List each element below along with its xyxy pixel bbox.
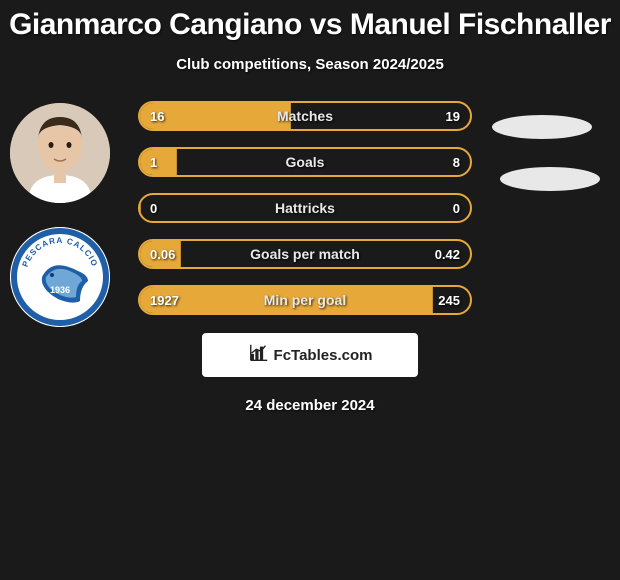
stat-label: Matches <box>140 103 470 129</box>
stat-right-value: 19 <box>446 103 460 129</box>
stat-label: Goals per match <box>140 241 470 267</box>
stat-bars: 16Matches19 1Goals8 0Hattricks0 0.06Goals p… <box>138 101 472 315</box>
stat-label: Hattricks <box>140 195 470 221</box>
branding-text: FcTables.com <box>274 347 373 364</box>
avatars-column: PESCARA CALCIO 1936 <box>10 103 110 351</box>
stat-right-value: 245 <box>438 287 460 313</box>
stat-label: Goals <box>140 149 470 175</box>
player2-club-logo: PESCARA CALCIO 1936 <box>10 227 110 327</box>
comparison-content: PESCARA CALCIO 1936 16Matches191Goals80H… <box>0 101 620 315</box>
stat-row-hattricks: 0Hattricks0 <box>138 193 472 223</box>
stat-right-value: 0.42 <box>435 241 460 267</box>
stat-row-goals-per-match: 0.06Goals per match0.42 <box>138 239 472 269</box>
stat-row-goals: 1Goals8 <box>138 147 472 177</box>
page-title: Gianmarco Cangiano vs Manuel Fischnaller <box>0 0 620 42</box>
subtitle: Club competitions, Season 2024/2025 <box>0 56 620 73</box>
stat-right-value: 0 <box>453 195 460 221</box>
player1-avatar <box>10 103 110 203</box>
chart-icon <box>248 342 270 368</box>
ellipse-1 <box>492 115 592 139</box>
svg-text:1936: 1936 <box>50 285 70 295</box>
date-text: 24 december 2024 <box>0 397 620 414</box>
stat-right-value: 8 <box>453 149 460 175</box>
right-ellipses <box>492 115 602 219</box>
stat-label: Min per goal <box>140 287 470 313</box>
stat-row-min-per-goal: 1927Min per goal245 <box>138 285 472 315</box>
stat-row-matches: 16Matches19 <box>138 101 472 131</box>
branding-badge: FcTables.com <box>202 333 418 377</box>
ellipse-2 <box>500 167 600 191</box>
